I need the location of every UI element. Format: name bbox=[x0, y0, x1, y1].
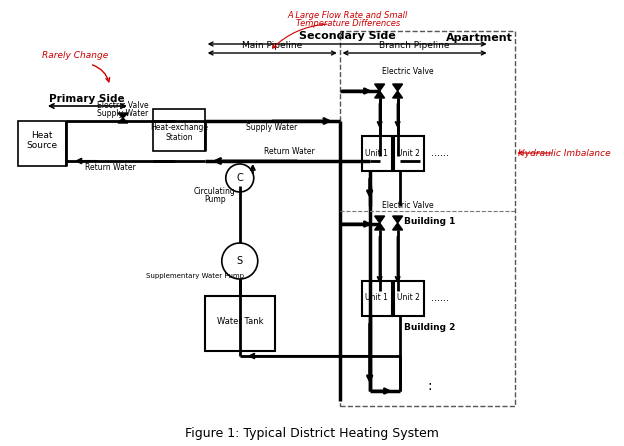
Text: Circulating: Circulating bbox=[194, 186, 236, 195]
Polygon shape bbox=[374, 84, 384, 91]
Polygon shape bbox=[118, 118, 128, 123]
Text: Electric Valve: Electric Valve bbox=[97, 102, 149, 111]
Text: Source: Source bbox=[26, 141, 57, 150]
Text: Main Pipeline: Main Pipeline bbox=[241, 41, 302, 50]
Text: ......: ...... bbox=[431, 293, 449, 303]
Text: Supplementary Water Pump: Supplementary Water Pump bbox=[146, 273, 244, 279]
Text: Figure 1: Typical District Heating System: Figure 1: Typical District Heating Syste… bbox=[185, 428, 439, 441]
Polygon shape bbox=[392, 216, 402, 223]
Bar bbox=[153, 109, 205, 151]
Text: Secondary Side: Secondary Side bbox=[300, 31, 396, 41]
Text: C: C bbox=[236, 173, 243, 183]
Polygon shape bbox=[392, 223, 402, 230]
Text: ......: ...... bbox=[431, 148, 449, 158]
Text: Return Water: Return Water bbox=[265, 146, 315, 156]
Text: Unit 2: Unit 2 bbox=[397, 149, 420, 157]
Bar bbox=[205, 296, 275, 351]
Bar bbox=[394, 281, 424, 316]
Text: Temperature Differences: Temperature Differences bbox=[296, 20, 400, 29]
Text: Branch Pipeline: Branch Pipeline bbox=[379, 41, 450, 50]
Text: Building 1: Building 1 bbox=[404, 216, 456, 226]
Polygon shape bbox=[118, 113, 128, 118]
Text: Primary Side: Primary Side bbox=[49, 94, 125, 104]
Text: Unit 2: Unit 2 bbox=[397, 293, 420, 302]
Polygon shape bbox=[392, 91, 402, 98]
Bar bbox=[339, 31, 515, 406]
Polygon shape bbox=[374, 216, 384, 223]
Text: Station: Station bbox=[165, 132, 193, 141]
Bar bbox=[362, 136, 392, 171]
Text: A Large Flow Rate and Small: A Large Flow Rate and Small bbox=[288, 12, 408, 21]
Text: Heat-exchange: Heat-exchange bbox=[150, 124, 208, 132]
Text: Water Tank: Water Tank bbox=[217, 317, 263, 326]
Text: Supply Water: Supply Water bbox=[97, 110, 149, 119]
Text: S: S bbox=[236, 256, 243, 266]
Bar bbox=[362, 281, 392, 316]
Text: Apartment: Apartment bbox=[446, 33, 513, 43]
Bar bbox=[394, 136, 424, 171]
Text: Return Water: Return Water bbox=[84, 164, 135, 173]
Text: Electric Valve: Electric Valve bbox=[382, 202, 434, 211]
Bar bbox=[18, 121, 66, 166]
Polygon shape bbox=[374, 91, 384, 98]
Text: Heat: Heat bbox=[31, 132, 52, 140]
Text: Electric Valve: Electric Valve bbox=[382, 66, 434, 75]
Polygon shape bbox=[374, 223, 384, 230]
Polygon shape bbox=[392, 84, 402, 91]
Text: Hydraulic Imbalance: Hydraulic Imbalance bbox=[518, 149, 611, 157]
Text: :: : bbox=[427, 379, 432, 393]
Text: Supply Water: Supply Water bbox=[246, 124, 298, 132]
Text: Unit 1: Unit 1 bbox=[365, 293, 388, 302]
Text: Pump: Pump bbox=[204, 194, 226, 203]
Text: Unit 1: Unit 1 bbox=[365, 149, 388, 157]
Text: Building 2: Building 2 bbox=[404, 323, 456, 333]
Text: Rarely Change: Rarely Change bbox=[42, 51, 108, 61]
